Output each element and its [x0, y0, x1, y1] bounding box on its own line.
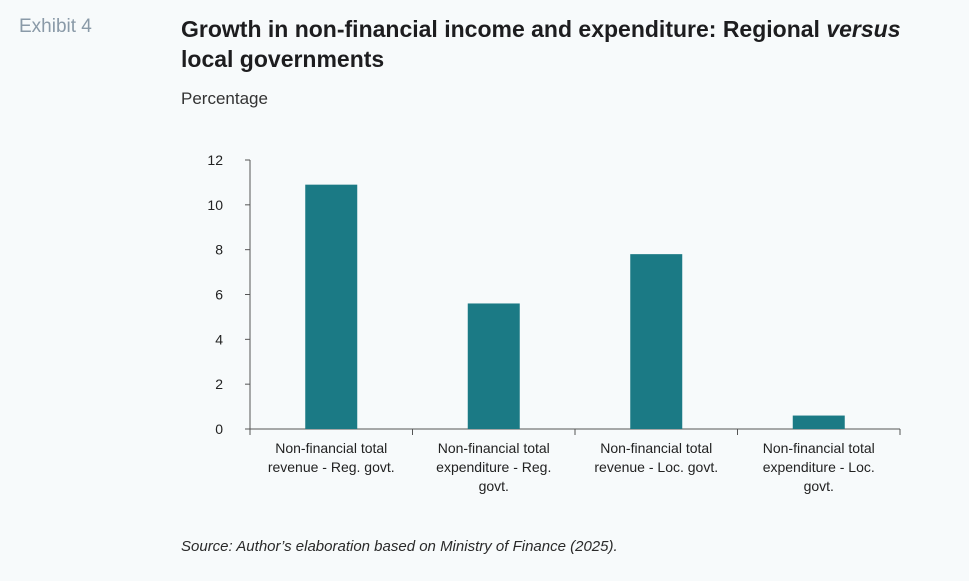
title-part-2: local governments	[181, 46, 385, 72]
x-tick-label-line: Non-financial total	[763, 440, 875, 456]
x-tick-label-line: revenue - Loc. govt.	[594, 459, 718, 475]
exhibit-label: Exhibit 4	[19, 16, 92, 37]
units-label: Percentage	[181, 89, 268, 108]
y-tick-label: 0	[215, 421, 223, 437]
y-tick-label: 6	[215, 287, 223, 303]
title-emphasis: versus	[826, 16, 901, 42]
x-tick-label: Non-financial total expenditure - Loc. gov…	[763, 440, 875, 494]
y-tick-label: 10	[207, 197, 223, 213]
x-tick-label-line: expenditure - Reg.	[436, 459, 551, 475]
x-tick-label-line: revenue - Reg. govt.	[268, 459, 395, 475]
bar	[792, 415, 845, 429]
y-tick-label: 12	[207, 152, 223, 168]
x-tick-label: Non-financial total revenue - Reg. govt.	[268, 440, 395, 475]
bar	[305, 184, 358, 429]
bar	[630, 254, 683, 429]
x-tick-label-line: govt.	[479, 478, 509, 494]
source-note: Source: Author’s elaboration based on Mi…	[181, 538, 618, 555]
x-tick-label-line: Non-financial total	[275, 440, 387, 456]
x-tick-label-line: Non-financial total	[600, 440, 712, 456]
bar	[467, 303, 520, 429]
y-tick-label: 4	[215, 331, 223, 347]
x-tick-label: Non-financial total expenditure - Reg. gov…	[436, 440, 551, 494]
x-tick-label-line: expenditure - Loc.	[763, 459, 875, 475]
y-tick-label: 8	[215, 242, 223, 258]
chart-title: Growth in non-financial income and expen…	[181, 14, 941, 74]
x-tick-label-line: govt.	[804, 478, 834, 494]
x-tick-label: Non-financial total revenue - Loc. govt.	[594, 440, 718, 475]
x-tick-label-line: Non-financial total	[438, 440, 550, 456]
title-part-1: Growth in non-financial income and expen…	[181, 16, 827, 42]
y-tick-label: 2	[215, 376, 223, 392]
